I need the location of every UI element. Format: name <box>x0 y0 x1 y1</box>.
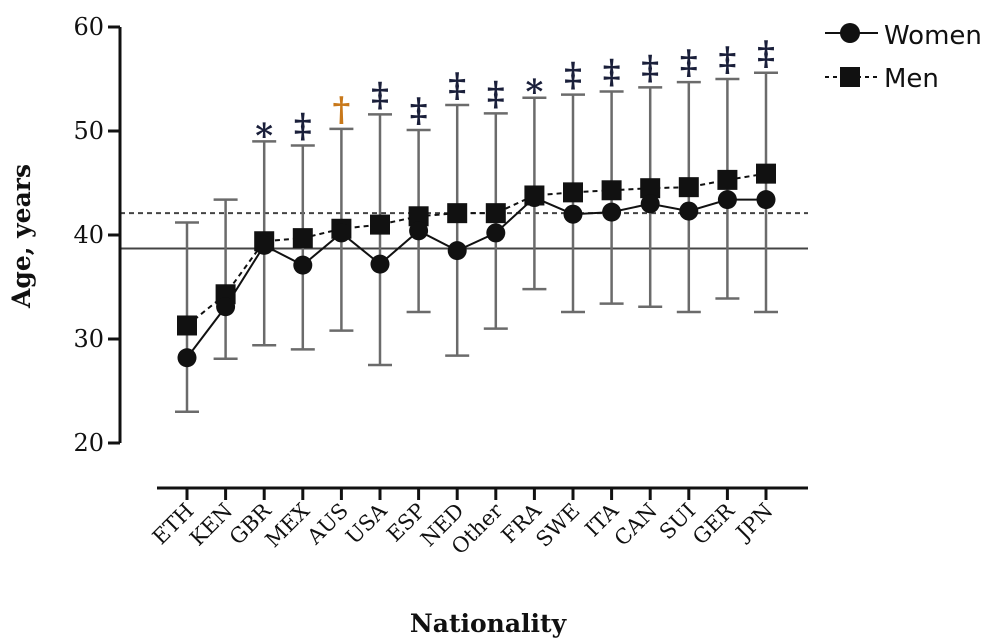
men-marker <box>485 203 506 224</box>
series-markers <box>177 163 776 368</box>
x-axis: ETHKENGBRMEXAUSUSAESPNEDOtherFRASWEITACA… <box>148 486 808 559</box>
women-marker <box>563 204 583 224</box>
legend-women-marker <box>840 23 860 43</box>
y-tick-label: 20 <box>73 429 104 457</box>
y-axis-title: Age, years <box>7 164 36 309</box>
women-marker <box>216 297 236 317</box>
women-marker <box>756 190 776 210</box>
significance-mark: ‡ <box>757 34 775 74</box>
x-tick-label: AUS <box>302 499 353 550</box>
women-marker <box>486 223 506 243</box>
legend-men-label: Men <box>884 64 939 94</box>
women-marker <box>293 255 313 275</box>
legend: Women Men <box>825 21 982 94</box>
series-lines <box>186 172 767 359</box>
x-tick-label: MEX <box>261 499 315 553</box>
women-marker <box>717 190 737 210</box>
significance-mark: ‡ <box>448 66 466 106</box>
men-marker <box>678 177 699 198</box>
series-line-women <box>186 196 766 359</box>
significance-mark: * <box>526 73 544 113</box>
women-marker <box>524 188 544 208</box>
significance-mark: † <box>333 90 351 130</box>
x-tick-label: KEN <box>185 499 237 551</box>
significance-mark: ‡ <box>719 40 737 80</box>
y-tick-label: 60 <box>73 13 104 41</box>
women-marker <box>447 241 467 261</box>
women-marker <box>177 348 197 368</box>
women-marker <box>679 201 699 221</box>
men-marker <box>408 206 429 227</box>
y-tick-label: 50 <box>73 117 104 145</box>
significance-annotations: * ‡ † ‡ ‡ ‡ ‡ * ‡ ‡ ‡ ‡ ‡ ‡ <box>255 34 775 157</box>
women-marker <box>254 235 274 255</box>
significance-mark: ‡ <box>487 74 505 114</box>
men-marker <box>601 180 622 201</box>
significance-mark: ‡ <box>603 52 621 92</box>
legend-women-label: Women <box>884 21 982 51</box>
men-marker <box>640 178 661 199</box>
men-marker <box>717 169 738 190</box>
x-tick-label: USA <box>341 498 392 549</box>
significance-mark: ‡ <box>410 91 428 131</box>
women-marker <box>602 202 622 222</box>
women-marker <box>370 254 390 274</box>
men-marker <box>292 228 313 249</box>
men-marker <box>756 163 776 184</box>
x-tick-label: GER <box>688 498 740 550</box>
legend-men-marker <box>840 67 860 87</box>
y-axis: 20 30 40 50 60 <box>73 13 122 457</box>
men-marker <box>177 315 197 336</box>
significance-mark: ‡ <box>680 43 698 83</box>
men-marker <box>370 214 390 235</box>
y-tick-label: 40 <box>73 221 104 249</box>
significance-mark: ‡ <box>641 48 659 88</box>
significance-mark: ‡ <box>371 75 389 115</box>
y-tick-label: 30 <box>73 325 104 353</box>
significance-mark: ‡ <box>564 56 582 96</box>
x-tick-label: CAN <box>610 499 662 551</box>
significance-mark: ‡ <box>294 107 312 147</box>
women-marker <box>409 221 429 241</box>
women-marker <box>331 223 351 243</box>
men-marker <box>563 182 583 203</box>
women-marker <box>640 194 660 214</box>
x-tick-label: JPN <box>730 499 777 546</box>
x-axis-title: Nationality <box>410 609 568 638</box>
men-marker <box>447 203 468 224</box>
significance-mark: * <box>255 116 273 156</box>
x-tick-label: ETH <box>148 499 199 550</box>
x-tick-label: SWE <box>531 499 584 552</box>
